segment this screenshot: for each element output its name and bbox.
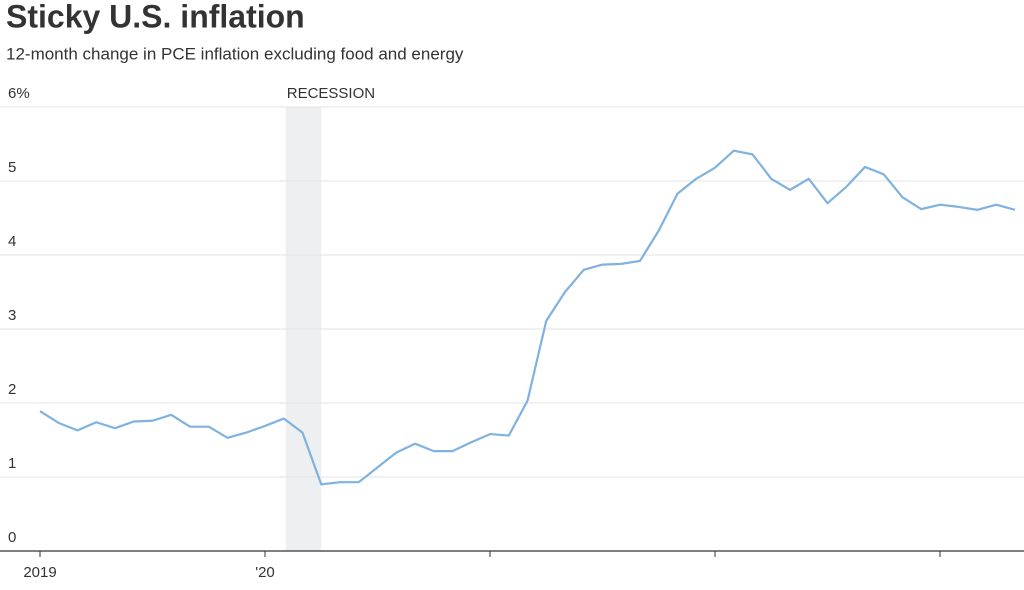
- x-tick-label: 2019: [23, 564, 56, 581]
- chart-title: Sticky U.S. inflation: [6, 0, 305, 34]
- line-series: [39, 149, 1016, 486]
- y-tick-label: 0: [8, 529, 16, 546]
- recession-label: RECESSION: [287, 85, 375, 102]
- y-tick-label: 2: [8, 381, 16, 398]
- chart-subtitle: 12-month change in PCE inflation excludi…: [6, 44, 464, 63]
- y-tick-label: 1: [8, 455, 16, 472]
- y-tick-label: 3: [8, 307, 16, 324]
- y-tick-label: 5: [8, 159, 16, 176]
- y-tick-label: 4: [8, 233, 16, 250]
- y-tick-label: 6%: [8, 85, 30, 102]
- x-tick-label: '20: [255, 564, 275, 581]
